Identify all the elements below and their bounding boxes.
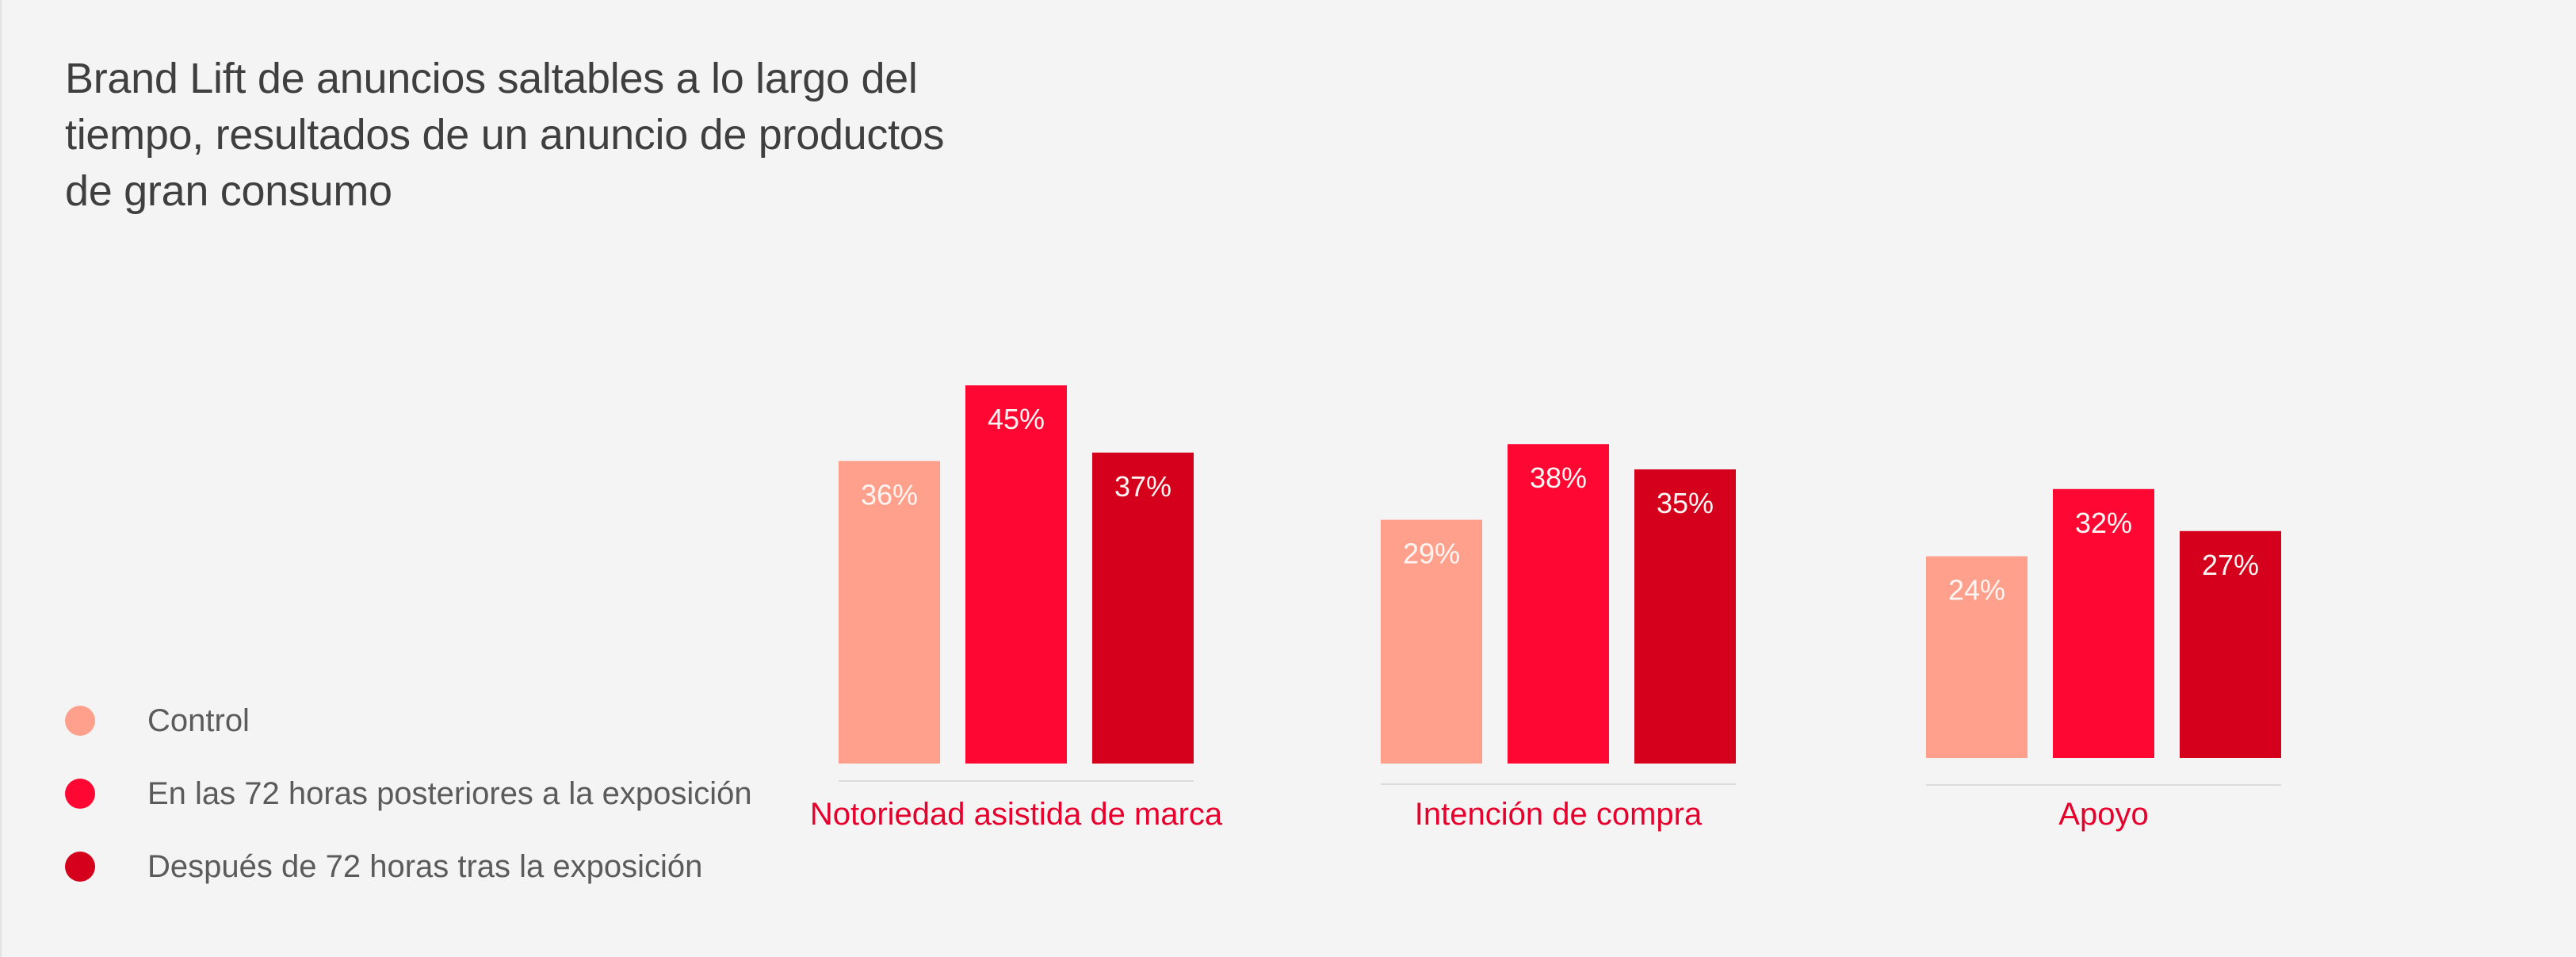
legend-label-within-72h: En las 72 horas posteriores a la exposic… [147,776,752,811]
legend-item-control: Control [63,698,777,745]
bar-value-label: 27% [2202,549,2259,581]
legend-item-after-72h: Después de 72 horas tras la exposición [63,844,777,891]
category-label: Apoyo [2058,797,2148,832]
bar [1508,444,1609,764]
bar-value-label: 24% [1948,574,2005,607]
legend-swatch-within-72h [65,779,95,809]
legend-item-within-72h: En las 72 horas posteriores a la exposic… [63,771,777,818]
bar-value-label: 29% [1403,538,1460,570]
bar-value-label: 45% [988,403,1045,435]
legend-swatch-after-72h [65,852,95,882]
bar [1381,519,1482,764]
legend-swatch-control [65,706,95,736]
bar [1926,556,2028,758]
bar [2180,530,2281,758]
bar [1634,469,1736,764]
bar [2053,488,2154,758]
bar [1092,452,1194,764]
chart-title-line: Brand Lift de anuncios saltables a lo la… [65,55,918,102]
bar-value-label: 37% [1114,470,1171,503]
category-label: Notoriedad asistida de marca [810,797,1223,832]
bar-value-label: 32% [2075,507,2132,539]
chart-title-line: de gran consumo [65,167,392,215]
legend-label-control: Control [147,703,250,738]
legend-label-after-72h: Después de 72 horas tras la exposición [147,849,703,884]
category-label: Intención de compra [1415,797,1703,832]
bar-value-label: 35% [1657,487,1714,519]
bar-value-label: 36% [861,478,918,511]
bar [965,385,1067,764]
chart-title: Brand Lift de anuncios saltables a lo la… [65,51,1080,220]
bar-value-label: 38% [1530,461,1587,494]
bar [839,461,940,764]
chart-title-line: tiempo, resultados de un anuncio de prod… [65,111,945,159]
